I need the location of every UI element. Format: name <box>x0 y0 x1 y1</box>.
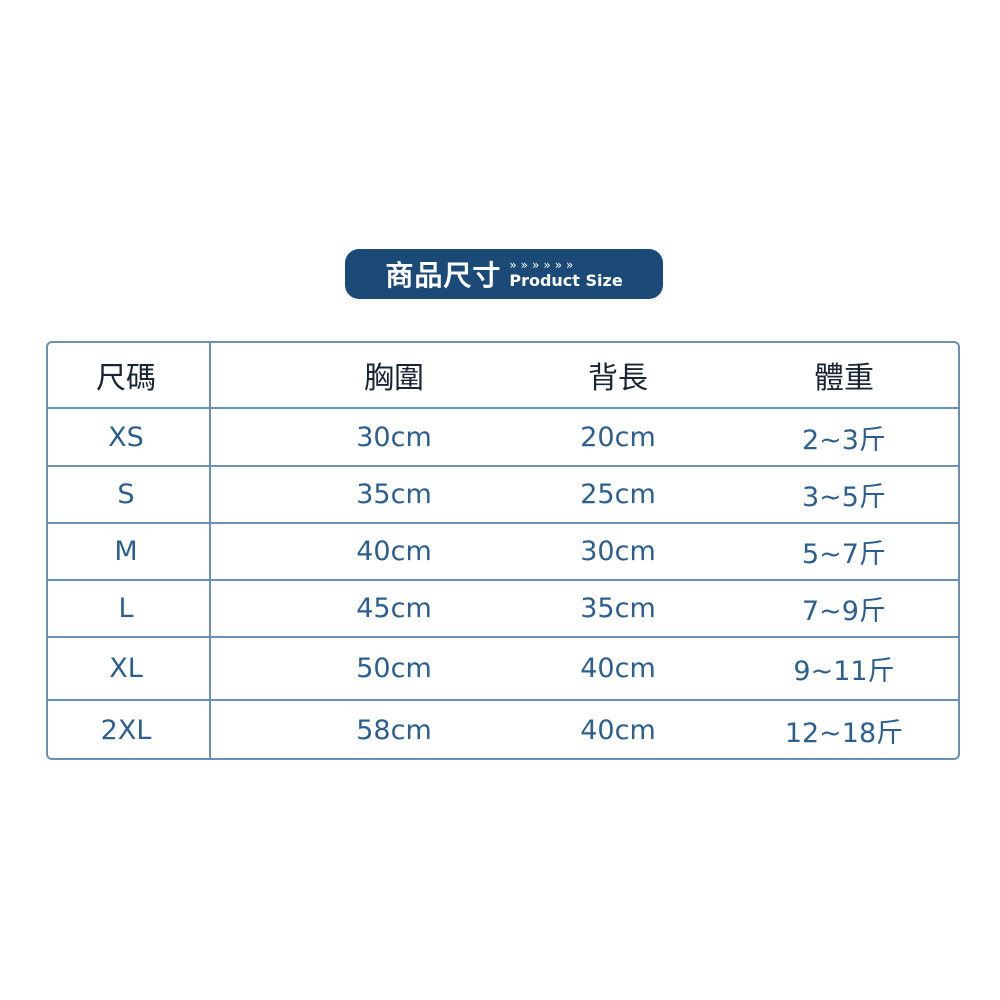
banner-title-en: Product Size <box>509 271 623 290</box>
column-header: 體重 <box>814 361 874 396</box>
table-cell: 50cm <box>356 653 432 684</box>
table-cell: 35cm <box>580 593 656 624</box>
table-cell: 9~11斤 <box>793 656 895 687</box>
table-cell: 30cm <box>580 536 656 567</box>
table-row: L 45cm 35cm 7~9斤 <box>48 581 958 638</box>
table-cell: 2~3斤 <box>802 424 886 456</box>
table-cell: S <box>117 479 135 510</box>
table-cell: 40cm <box>580 653 656 684</box>
column-header: 尺碼 <box>96 361 156 396</box>
table-row: M 40cm 30cm 5~7斤 <box>48 524 958 581</box>
table-cell: 58cm <box>356 715 432 746</box>
table-cell: XL <box>109 653 143 684</box>
table-header-row: 尺碼 胸圍 背長 體重 <box>48 343 958 409</box>
table-cell: 40cm <box>580 715 656 746</box>
size-table: 尺碼 胸圍 背長 體重 XS 30cm 20cm 2~3斤 S 35cm 25cm 3~5斤 M 40cm… <box>46 341 960 760</box>
table-row: 2XL 58cm 40cm 12~18斤 <box>48 701 958 760</box>
table-row: XL 50cm 40cm 9~11斤 <box>48 638 958 701</box>
table-cell: 5~7斤 <box>802 539 886 570</box>
table-cell: 45cm <box>356 593 432 624</box>
column-header: 胸圍 <box>364 361 424 396</box>
table-cell: 25cm <box>580 479 656 510</box>
table-cell: XS <box>108 421 144 453</box>
table-row: S 35cm 25cm 3~5斤 <box>48 467 958 524</box>
table-cell: 20cm <box>580 421 656 453</box>
table-cell: 2XL <box>100 715 152 746</box>
table-cell: 12~18斤 <box>784 718 904 749</box>
table-row: XS 30cm 20cm 2~3斤 <box>48 409 958 467</box>
table-cell: 3~5斤 <box>802 482 886 513</box>
product-size-banner: 商品尺寸 »»»»»» Product Size <box>345 249 663 299</box>
table-cell: L <box>118 593 134 624</box>
column-header: 背長 <box>588 361 648 396</box>
banner-title-zh: 商品尺寸 <box>385 259 502 292</box>
table-cell: 35cm <box>356 479 432 510</box>
table-cell: 40cm <box>356 536 432 567</box>
table-cell: M <box>114 536 138 567</box>
table-cell: 7~9斤 <box>802 596 886 627</box>
table-cell: 30cm <box>356 421 432 453</box>
chevrons-icon: »»»»»» <box>509 258 578 272</box>
column-divider <box>209 343 211 758</box>
